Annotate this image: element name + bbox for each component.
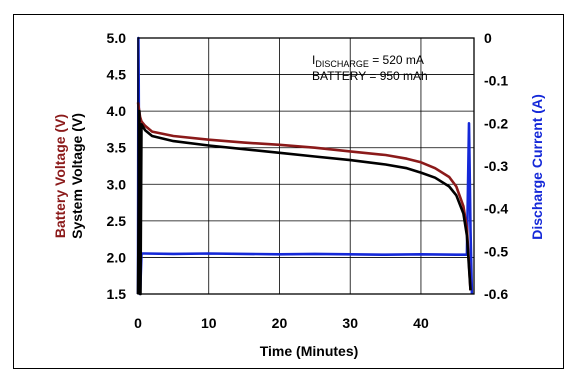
y-axis-title-current: Discharge Current (A) <box>529 94 545 239</box>
y-left-tick-label: 2.0 <box>107 249 127 265</box>
annotation-discharge: IDISCHARGE = 520 mA <box>312 53 424 69</box>
series-line-system-voltage <box>136 109 472 296</box>
y-left-tick-label: 5.0 <box>107 30 127 46</box>
y-right-tick-label: -0.3 <box>484 158 508 174</box>
plot-border <box>137 37 475 295</box>
tick-labels: 0 10 20 30 40 1.5 2.0 2.5 3.0 3.5 4.0 4.5 5.0 0 -0.1 -0… <box>107 30 509 331</box>
y-right-tick-label: -0.2 <box>484 115 508 131</box>
x-tick-label: 10 <box>201 315 217 331</box>
x-axis-title: Time (Minutes) <box>260 343 359 359</box>
y-right-tick-label: -0.5 <box>484 243 508 259</box>
series-line-battery-voltage <box>136 102 472 291</box>
y-left-tick-label: 1.5 <box>107 286 127 302</box>
y-left-tick-label: 4.0 <box>107 103 127 119</box>
x-tick-label: 40 <box>413 315 429 331</box>
annotation-box: IDISCHARGE = 520 mA BATTERY = 950 mAh <box>312 53 428 83</box>
annotation-battery: BATTERY = 950 mAh <box>312 69 428 83</box>
series-layer <box>136 36 474 296</box>
chart-frame <box>13 14 564 369</box>
y-right-tick-label: -0.4 <box>484 201 508 217</box>
x-tick-label: 20 <box>272 315 288 331</box>
y-axis-title-system: System Voltage (V) <box>69 113 85 239</box>
y-left-tick-label: 2.5 <box>107 213 127 229</box>
y-left-tick-label: 3.0 <box>107 176 127 192</box>
y-right-tick-label: -0.1 <box>484 73 508 89</box>
y-left-tick-label: 3.5 <box>107 140 127 156</box>
x-tick-label: 0 <box>134 315 142 331</box>
x-tick-label: 30 <box>342 315 358 331</box>
y-axis-title-battery: Battery Voltage (V) <box>52 114 68 238</box>
y-right-tick-label: -0.6 <box>484 286 508 302</box>
y-right-tick-label: 0 <box>484 30 492 46</box>
y-left-tick-label: 4.5 <box>107 67 127 83</box>
